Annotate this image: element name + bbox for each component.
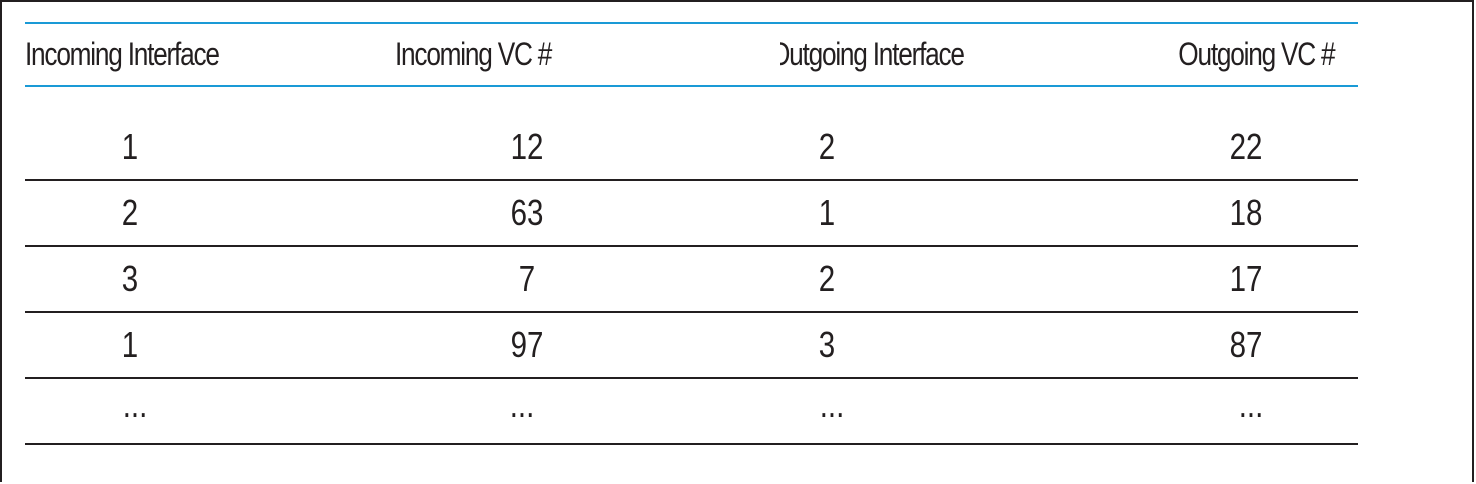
header-incoming-vc: Incoming VC # [395, 36, 552, 72]
cell-outgoing-vc: 87 [1229, 324, 1263, 365]
header-outgoing-interface: Outgoing Interface [780, 36, 965, 72]
vc-translation-table: Incoming Interface Incoming VC # Outgoin… [25, 22, 1358, 445]
header-incoming-interface: Incoming Interface [25, 36, 220, 72]
table-row: 2 63 1 18 [25, 180, 1358, 246]
cell-incoming-vc: 12 [510, 126, 544, 167]
cell-outgoing-vc: ... [1238, 384, 1264, 425]
header-outgoing-vc: Outgoing VC # [1177, 36, 1335, 72]
cell-outgoing-vc: 17 [1229, 258, 1263, 299]
table-row: ... ... ... ... [25, 378, 1358, 444]
table-row: 1 12 2 22 [25, 86, 1358, 180]
cell-incoming-interface: 3 [121, 258, 139, 299]
table-row: 3 7 2 17 [25, 246, 1358, 312]
cell-incoming-interface: ... [122, 384, 148, 425]
cell-outgoing-vc: 18 [1229, 192, 1263, 233]
cell-outgoing-interface: 3 [818, 324, 836, 365]
table-body: 1 12 2 22 2 63 1 18 3 7 2 17 1 97 3 87 .… [25, 86, 1358, 444]
cell-outgoing-interface: ... [819, 384, 845, 425]
table-header: Incoming Interface Incoming VC # Outgoin… [25, 23, 1358, 86]
cell-outgoing-interface: 1 [818, 192, 836, 233]
table-row: 1 97 3 87 [25, 312, 1358, 378]
cell-incoming-vc: ... [509, 384, 535, 425]
cell-incoming-vc: 7 [518, 258, 536, 299]
cell-incoming-interface: 2 [121, 192, 139, 233]
cell-outgoing-interface: 2 [818, 126, 836, 167]
cell-outgoing-interface: 2 [818, 258, 836, 299]
cell-incoming-interface: 1 [121, 324, 139, 365]
cell-incoming-vc: 97 [510, 324, 544, 365]
cell-outgoing-vc: 22 [1229, 126, 1263, 167]
header-row: Incoming Interface Incoming VC # Outgoin… [25, 23, 1358, 86]
cell-incoming-interface: 1 [121, 126, 139, 167]
cell-incoming-vc: 63 [510, 192, 544, 233]
